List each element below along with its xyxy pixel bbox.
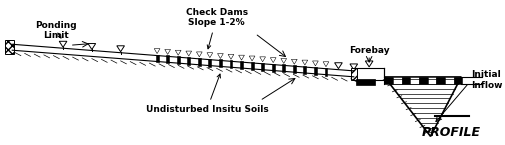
- Polygon shape: [196, 52, 202, 57]
- Bar: [229, 60, 232, 68]
- Bar: [427, 77, 435, 84]
- Bar: [303, 66, 306, 74]
- Bar: [156, 55, 158, 62]
- Polygon shape: [88, 44, 95, 49]
- Polygon shape: [365, 61, 372, 67]
- Bar: [5, 40, 14, 54]
- Bar: [350, 68, 356, 80]
- Polygon shape: [207, 53, 212, 58]
- Text: Forebay: Forebay: [348, 46, 389, 55]
- Polygon shape: [217, 54, 223, 58]
- Bar: [355, 79, 374, 85]
- Polygon shape: [301, 60, 307, 65]
- Polygon shape: [323, 62, 328, 67]
- Polygon shape: [228, 54, 233, 59]
- Polygon shape: [291, 59, 296, 64]
- Text: Ponding
Limit: Ponding Limit: [35, 21, 77, 40]
- Polygon shape: [154, 49, 160, 54]
- Polygon shape: [175, 50, 181, 55]
- Bar: [418, 77, 427, 84]
- Polygon shape: [334, 63, 341, 69]
- Polygon shape: [59, 41, 67, 47]
- Bar: [444, 77, 452, 84]
- Bar: [350, 68, 356, 80]
- Text: Check Dams
Slope 1-2%: Check Dams Slope 1-2%: [185, 8, 247, 49]
- Bar: [401, 77, 410, 84]
- Bar: [435, 77, 444, 84]
- Polygon shape: [185, 51, 191, 56]
- Bar: [5, 40, 14, 54]
- Polygon shape: [249, 56, 255, 61]
- Bar: [452, 77, 461, 84]
- Polygon shape: [270, 58, 276, 63]
- Text: Initial
Inflow: Initial Inflow: [470, 70, 501, 90]
- Polygon shape: [349, 64, 357, 70]
- Text: PROFILE: PROFILE: [421, 126, 480, 139]
- Bar: [282, 64, 285, 72]
- Bar: [197, 58, 200, 66]
- Bar: [219, 59, 221, 67]
- Bar: [410, 77, 418, 84]
- Bar: [271, 64, 274, 71]
- Polygon shape: [117, 46, 124, 52]
- Bar: [187, 57, 190, 65]
- Bar: [392, 77, 401, 84]
- Polygon shape: [384, 77, 461, 136]
- Bar: [166, 55, 169, 63]
- Bar: [384, 77, 392, 84]
- Bar: [176, 56, 179, 64]
- Polygon shape: [280, 58, 286, 63]
- Bar: [239, 61, 242, 69]
- Text: Undisturbed Insitu Soils: Undisturbed Insitu Soils: [145, 74, 268, 114]
- Bar: [208, 59, 211, 67]
- Polygon shape: [165, 49, 170, 54]
- Bar: [314, 67, 316, 75]
- Bar: [324, 68, 327, 76]
- Bar: [292, 65, 295, 73]
- Polygon shape: [312, 61, 318, 66]
- Bar: [250, 62, 253, 70]
- Polygon shape: [259, 57, 265, 62]
- Bar: [261, 63, 264, 71]
- Polygon shape: [238, 55, 244, 60]
